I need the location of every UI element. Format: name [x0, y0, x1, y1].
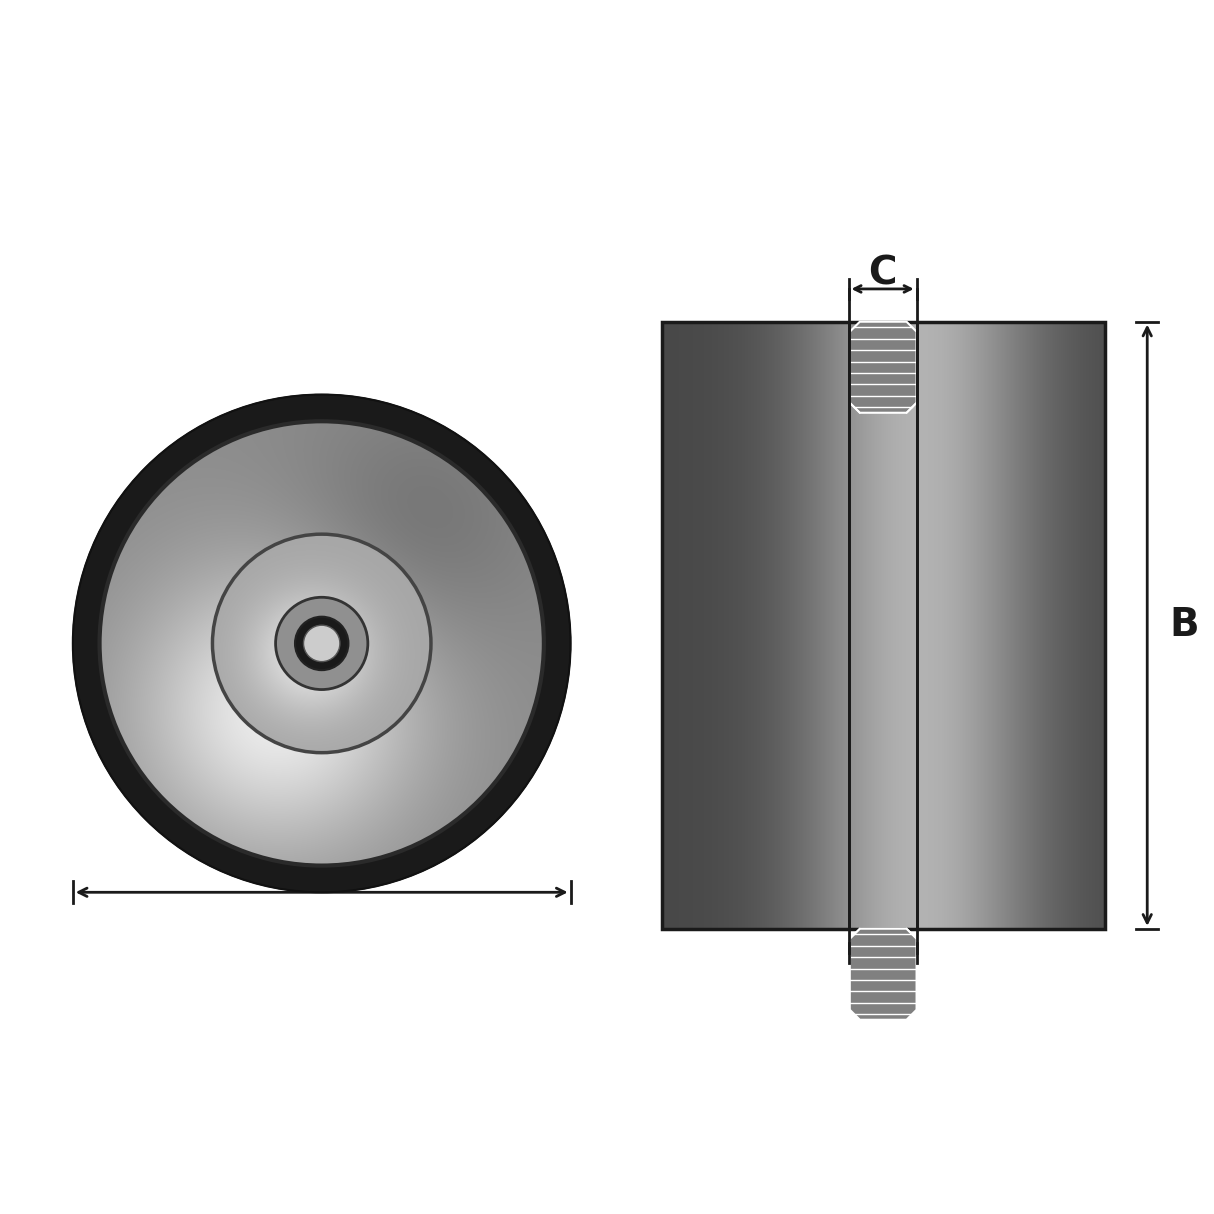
- Text: C: C: [868, 952, 897, 989]
- Circle shape: [100, 421, 544, 866]
- Circle shape: [295, 617, 348, 670]
- Circle shape: [73, 395, 571, 892]
- Bar: [662, 322, 1105, 929]
- Text: C: C: [868, 255, 897, 293]
- Circle shape: [304, 625, 340, 662]
- Polygon shape: [850, 929, 917, 1020]
- Circle shape: [276, 597, 368, 690]
- Text: A: A: [307, 829, 336, 867]
- Text: B: B: [1169, 606, 1199, 645]
- Polygon shape: [850, 322, 917, 413]
- Circle shape: [212, 534, 431, 753]
- Bar: [662, 322, 1105, 929]
